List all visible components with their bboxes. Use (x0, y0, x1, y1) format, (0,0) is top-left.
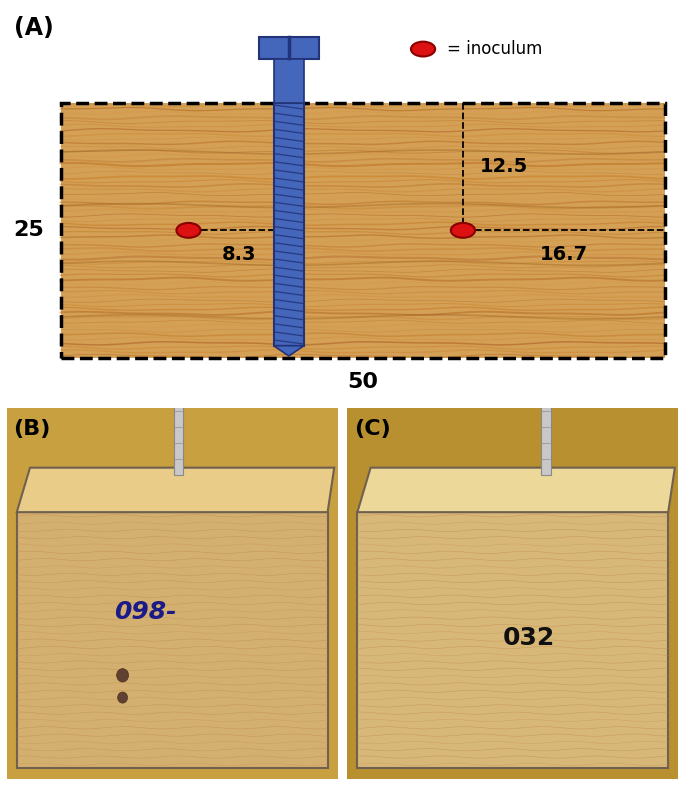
Circle shape (531, 347, 561, 381)
Bar (60, 102, 664, 358)
Text: 8.3: 8.3 (221, 245, 256, 264)
Bar (274, 59, 304, 102)
Bar (174, 379, 184, 475)
Circle shape (411, 42, 435, 57)
Text: (A): (A) (14, 16, 53, 40)
Bar (358, 512, 669, 768)
Bar (16, 512, 327, 768)
Circle shape (164, 347, 194, 381)
Bar (274, 102, 304, 345)
Circle shape (116, 669, 129, 682)
Text: 12.5: 12.5 (479, 157, 528, 176)
Circle shape (177, 223, 201, 238)
Polygon shape (358, 467, 675, 512)
Text: (B): (B) (14, 419, 51, 439)
Text: 25: 25 (13, 220, 44, 240)
Bar (541, 379, 551, 475)
Circle shape (451, 223, 475, 238)
Text: 032: 032 (503, 626, 556, 650)
Circle shape (118, 692, 127, 703)
Text: 50: 50 (347, 372, 378, 393)
Bar (60, 102, 664, 358)
Text: (C): (C) (354, 419, 391, 439)
Text: = inoculum: = inoculum (447, 40, 542, 58)
Bar (259, 37, 319, 59)
Polygon shape (16, 467, 334, 512)
Polygon shape (274, 345, 304, 356)
Text: 098-: 098- (114, 600, 177, 624)
Text: 16.7: 16.7 (540, 245, 588, 264)
